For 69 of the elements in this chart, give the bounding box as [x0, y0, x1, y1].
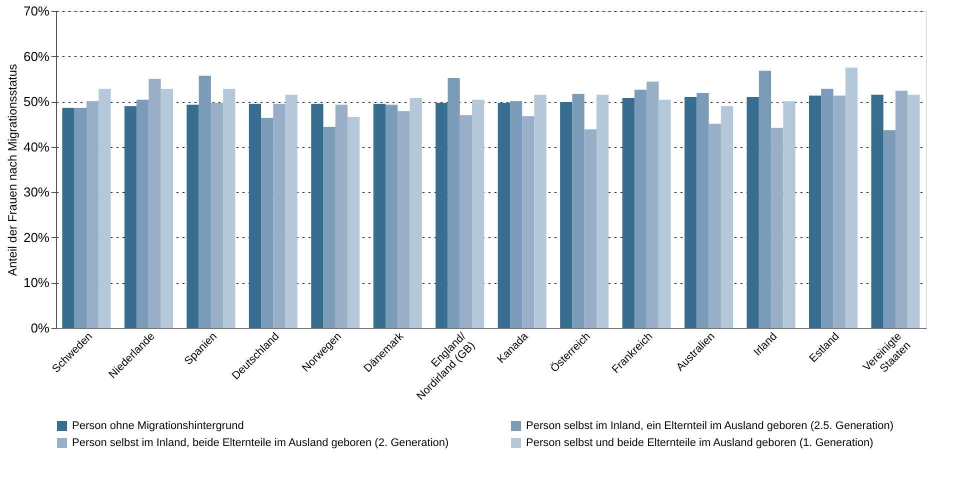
- bar: [460, 115, 472, 328]
- bar: [809, 96, 822, 328]
- bar: [62, 108, 74, 328]
- bar: [596, 94, 609, 328]
- bar: [783, 101, 796, 328]
- y-axis-title: Anteil der Frauen nach Migrationsstatus: [5, 64, 20, 276]
- bar: [410, 98, 422, 328]
- bar: [634, 90, 647, 328]
- y-tick-label: 70%: [23, 4, 50, 18]
- bar: [335, 104, 348, 328]
- bar: [560, 102, 572, 328]
- bar: [883, 130, 896, 328]
- bar: [720, 106, 734, 328]
- bar: [746, 97, 759, 328]
- bar: [98, 88, 111, 328]
- bar: [696, 92, 709, 328]
- bar: [348, 116, 360, 328]
- bar: [248, 104, 262, 328]
- bar: [198, 76, 211, 328]
- bar: [373, 104, 386, 328]
- bar: [833, 96, 846, 328]
- bar: [386, 104, 398, 328]
- bar: [498, 102, 510, 328]
- bar: [622, 98, 634, 328]
- bar: [572, 94, 584, 328]
- bar: [136, 100, 149, 328]
- bar: [708, 124, 721, 328]
- bar: [758, 70, 772, 328]
- y-tick-label: 40%: [23, 139, 50, 154]
- bar: [658, 100, 671, 328]
- bar: [210, 102, 224, 328]
- bar: [323, 126, 336, 328]
- bar: [684, 97, 697, 328]
- bar: [148, 78, 161, 328]
- bar: [311, 104, 324, 328]
- y-tick-label: 0%: [30, 320, 50, 336]
- y-tick-label: 20%: [23, 230, 50, 245]
- bar: [896, 90, 908, 328]
- bar: [908, 94, 920, 328]
- legend-label: Person selbst im Inland, beide Elternteile im Ausland geboren (2. Generation): [72, 437, 449, 449]
- bar: [223, 88, 236, 328]
- bar: [646, 82, 659, 328]
- bar: [74, 108, 86, 328]
- bar: [871, 94, 884, 328]
- bar: [510, 101, 522, 328]
- legend-label: Person selbst im Inland, ein Elternteil im Ausland geboren (2.5. Generation): [526, 420, 894, 432]
- bar: [845, 68, 858, 328]
- bar: [821, 88, 834, 328]
- bar: [285, 94, 298, 328]
- y-tick-label: 60%: [23, 48, 50, 64]
- bar: [472, 100, 484, 328]
- bar: [124, 106, 137, 328]
- bar: [261, 118, 274, 328]
- y-tick-label: 30%: [23, 184, 50, 200]
- bar: [273, 104, 286, 328]
- y-tick-label: 10%: [23, 275, 50, 290]
- bar: [534, 94, 546, 328]
- legend-label: Person ohne Migrationshintergrund: [72, 420, 244, 432]
- bar: [522, 116, 534, 328]
- bar: [160, 88, 173, 328]
- legend-label: Person selbst und beide Elternteile im Ausland geboren (1. Generation): [526, 437, 874, 449]
- bar: [86, 101, 99, 328]
- bar: [584, 129, 596, 328]
- bar: [448, 78, 460, 328]
- bar: [186, 104, 199, 328]
- bar: [398, 111, 410, 328]
- y-tick-label: 50%: [23, 94, 50, 110]
- bar: [436, 102, 448, 328]
- bar: [771, 128, 784, 328]
